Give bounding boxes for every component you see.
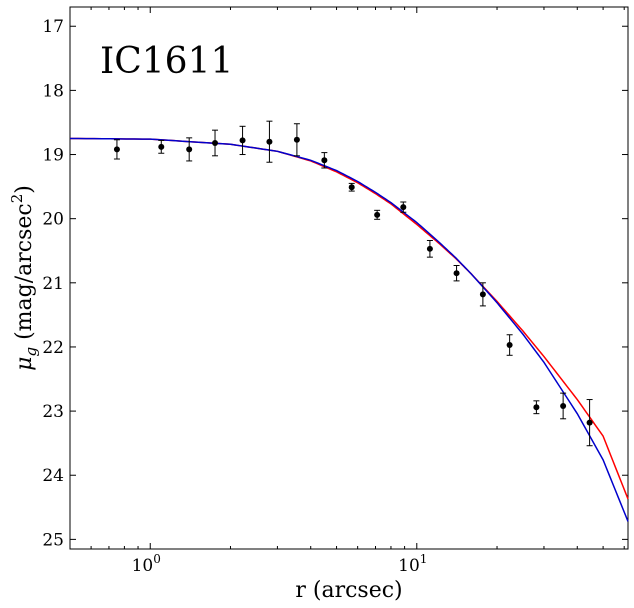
y-tick-label: 18 — [42, 81, 64, 101]
y-tick-label: 17 — [42, 17, 64, 37]
y-axis-label-symbol: μ — [12, 357, 37, 371]
x-tick-label-exponent: 1 — [420, 552, 428, 566]
y-tick-label: 23 — [42, 402, 64, 422]
x-tick-label-base: 10 — [132, 556, 154, 576]
data-point — [400, 204, 407, 211]
data-point — [426, 245, 433, 252]
data-point — [266, 138, 273, 145]
data-point — [158, 143, 165, 150]
data-point — [348, 184, 355, 191]
y-tick-label: 21 — [42, 274, 64, 294]
data-point — [479, 291, 486, 298]
data-point — [453, 270, 460, 277]
x-tick-label: 100 — [132, 552, 161, 576]
y-tick-label: 24 — [42, 466, 64, 486]
model-line-red — [69, 137, 629, 500]
y-axis-label-close: ) — [12, 185, 37, 194]
major-ticks — [70, 7, 628, 549]
x-axis-label: r (arcsec) — [295, 578, 402, 603]
y-tick-label: 22 — [42, 338, 64, 358]
data-point — [212, 139, 219, 146]
data-point — [586, 419, 593, 426]
y-axis-label-unit: (mag/arcsec — [12, 203, 37, 347]
x-minor-ticks — [69, 7, 625, 549]
data-points — [113, 120, 593, 447]
data-point — [560, 402, 567, 409]
x-tick-label-base: 10 — [398, 556, 420, 576]
y-tick-label: 19 — [42, 146, 64, 166]
data-point — [374, 211, 381, 218]
chart-title: IC1611 — [100, 41, 233, 82]
data-point — [321, 157, 328, 164]
y-tick-label: 25 — [42, 530, 64, 550]
data-point — [506, 342, 513, 349]
model-line-blue — [69, 137, 629, 522]
x-tick-label: 101 — [398, 552, 427, 576]
plot-frame — [69, 6, 629, 550]
data-point — [533, 404, 540, 411]
model-lines — [69, 137, 629, 522]
y-axis-label-superscript: 2 — [8, 194, 26, 204]
data-point — [113, 146, 120, 153]
data-point — [186, 146, 193, 153]
y-axis-label: μg (mag/arcsec2) — [8, 185, 40, 371]
y-tick-label: 20 — [42, 210, 64, 230]
data-point — [293, 136, 300, 143]
data-point — [239, 137, 246, 144]
x-tick-label-exponent: 0 — [153, 552, 161, 566]
y-axis-label-subscript: g — [22, 347, 40, 357]
